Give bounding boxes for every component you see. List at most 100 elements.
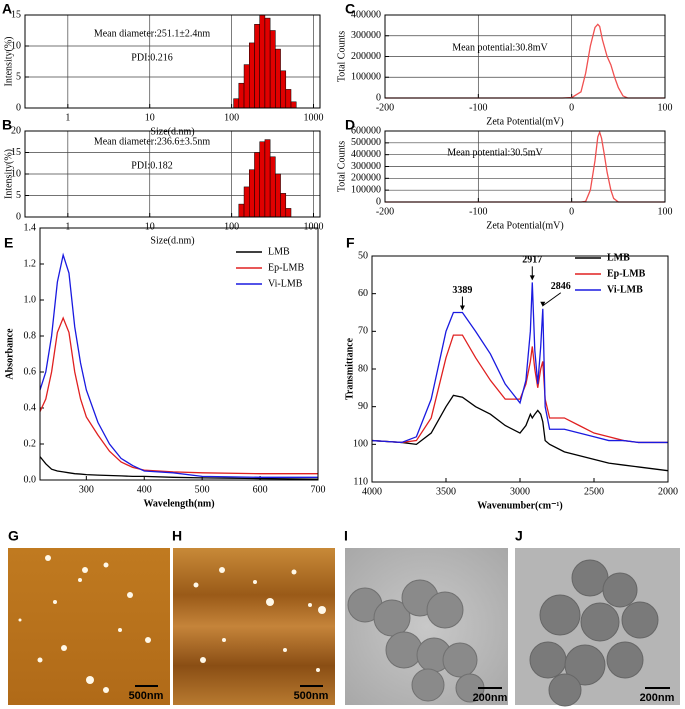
x-tick-label: -100 xyxy=(469,206,487,217)
histogram-bar xyxy=(280,70,287,109)
x-tick-label: 100 xyxy=(658,206,673,217)
y-tick-label: 0.6 xyxy=(24,366,37,377)
y-tick-label: 110 xyxy=(353,476,368,487)
histogram-bar xyxy=(269,156,276,218)
x-axis-label: Zeta Potential(mV) xyxy=(486,116,563,127)
y-tick-label: 0 xyxy=(16,102,21,113)
histogram-bar xyxy=(285,89,292,109)
plot-frame xyxy=(24,130,321,218)
peak-label: 3389 xyxy=(452,285,472,296)
y-tick-label: 100000 xyxy=(351,72,381,83)
plot-frame xyxy=(39,227,319,481)
y-tick-label: 10 xyxy=(11,168,21,179)
x-tick-label: 10 xyxy=(145,112,155,123)
histogram-bar xyxy=(280,193,287,218)
histogram-bar xyxy=(233,98,240,109)
x-tick-label: 300 xyxy=(79,484,94,495)
histogram-bar xyxy=(238,82,245,109)
y-tick-label: 90 xyxy=(358,401,368,412)
data-line xyxy=(385,23,665,99)
histogram-bar xyxy=(243,64,250,109)
y-tick-label: 20 xyxy=(11,125,21,136)
y-axis-label: Intensity(%) xyxy=(3,149,14,199)
legend-label: Vi-LMB xyxy=(607,284,643,295)
legend-label: Ep-LMB xyxy=(268,262,304,273)
x-axis-label: Zeta Potential(mV) xyxy=(486,220,563,231)
scale-label: 500nm xyxy=(294,690,329,702)
y-axis-label: Intensity(%) xyxy=(3,37,14,87)
y-tick-label: 100 xyxy=(353,439,368,450)
y-tick-label: 1.2 xyxy=(24,258,37,269)
panel-letter: J xyxy=(515,528,523,544)
panel-letter: H xyxy=(172,528,182,544)
x-tick-label: 1 xyxy=(65,112,70,123)
x-tick-label: 1000 xyxy=(304,221,324,232)
peak-arrowhead xyxy=(540,301,546,307)
x-axis-label: Size(d.nm) xyxy=(150,235,194,246)
x-tick-label: 100 xyxy=(658,102,673,113)
y-tick-label: 300000 xyxy=(351,30,381,41)
y-tick-label: 400000 xyxy=(351,149,381,160)
annotation: Mean diameter:251.1±2.4nm xyxy=(94,28,211,39)
annotation: Mean potential:30.5mV xyxy=(447,147,543,158)
x-tick-label: 2000 xyxy=(658,486,678,497)
x-tick-label: 100 xyxy=(224,112,239,123)
annotation: Mean diameter:236.6±3.5nm xyxy=(94,136,211,147)
x-tick-label: 1000 xyxy=(304,112,324,123)
y-tick-label: 300000 xyxy=(351,161,381,172)
x-tick-label: -200 xyxy=(376,102,394,113)
panel-letter: D xyxy=(345,117,355,133)
particles xyxy=(347,579,485,703)
y-tick-label: 5 xyxy=(16,190,21,201)
peak-label: 2846 xyxy=(551,281,571,292)
histogram-bar xyxy=(254,24,260,109)
x-tick-label: 3000 xyxy=(510,486,530,497)
particles xyxy=(529,559,659,707)
legend-label: Vi-LMB xyxy=(268,278,303,289)
data-line xyxy=(39,456,319,480)
x-tick-label: 10 xyxy=(145,221,155,232)
panel-letter: I xyxy=(344,528,348,544)
y-tick-label: 200000 xyxy=(351,51,381,62)
data-line xyxy=(371,334,668,444)
x-tick-label: 1 xyxy=(65,221,70,232)
y-tick-label: 80 xyxy=(358,363,368,374)
image-panel: I 200nm xyxy=(344,528,508,705)
afm-image xyxy=(173,548,335,705)
image-panel: G 500nm xyxy=(8,528,170,705)
annotation: PDI:0.216 xyxy=(131,52,172,63)
x-tick-label: 500 xyxy=(195,484,210,495)
peak-arrow xyxy=(542,292,562,307)
x-axis-label: Wavelength(nm) xyxy=(143,498,214,509)
y-tick-label: 15 xyxy=(11,9,21,20)
x-tick-label: 400 xyxy=(137,484,152,495)
y-tick-label: 0.0 xyxy=(24,474,37,485)
y-tick-label: 50 xyxy=(358,250,368,261)
histogram-bar xyxy=(285,208,292,218)
histogram-bar xyxy=(259,141,266,218)
image-panel: H 500nm xyxy=(172,528,335,705)
panel-letter: G xyxy=(8,528,19,544)
y-tick-label: 15 xyxy=(11,147,21,158)
histogram-bar xyxy=(249,169,255,218)
data-line xyxy=(39,316,318,475)
y-tick-label: 0.8 xyxy=(24,330,37,341)
scale-label: 500nm xyxy=(129,690,164,702)
histogram-bar xyxy=(269,30,276,109)
image-panel: J 200nm xyxy=(515,528,680,707)
y-tick-label: 400000 xyxy=(351,9,381,20)
y-tick-label: 200000 xyxy=(351,173,381,184)
y-tick-label: 0.4 xyxy=(24,402,37,413)
data-line xyxy=(371,282,668,444)
x-tick-label: 2500 xyxy=(584,486,604,497)
peak-arrowhead xyxy=(529,275,535,281)
x-tick-label: -200 xyxy=(376,206,394,217)
y-tick-label: 1.0 xyxy=(24,294,37,305)
peak-arrowhead xyxy=(459,305,465,311)
panel-letter: F xyxy=(346,235,355,251)
x-tick-label: 4000 xyxy=(362,486,382,497)
histogram-bar xyxy=(264,139,271,218)
annotation: Mean potential:30.8mV xyxy=(452,42,548,53)
scale-label: 200nm xyxy=(473,692,508,704)
peak-label: 2917 xyxy=(522,255,542,266)
